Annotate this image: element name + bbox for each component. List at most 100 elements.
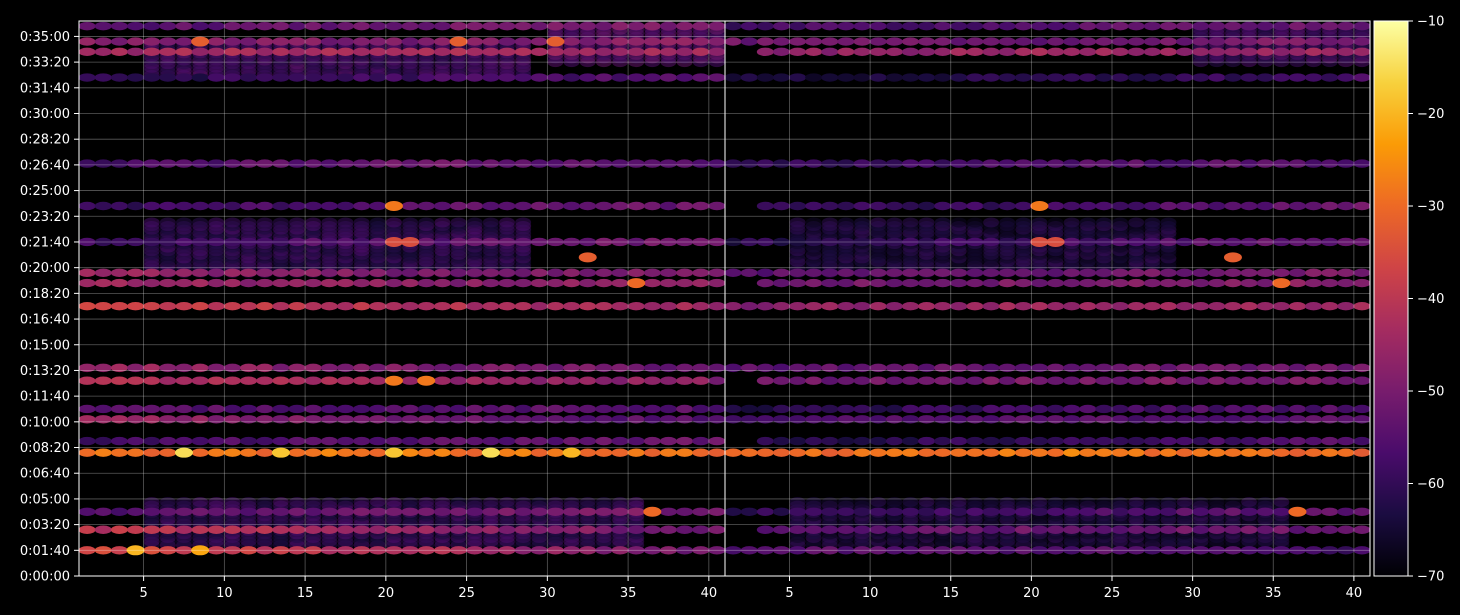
band-cell: [643, 363, 661, 373]
band-cell: [79, 376, 96, 385]
band-cell: [869, 37, 887, 46]
band-cell: [982, 546, 1000, 555]
band-cell: [514, 278, 532, 288]
band-cell: [756, 278, 774, 288]
band-cell: [433, 507, 451, 516]
band-cell: [450, 159, 468, 168]
x-tick-label-right: 20: [1023, 586, 1040, 601]
band-cell: [240, 507, 258, 516]
colorbar-tick-label: −60: [1417, 477, 1444, 492]
band-cell: [659, 159, 677, 168]
band-cell: [901, 37, 919, 46]
band-cell: [1095, 302, 1113, 311]
band-cell: [110, 278, 128, 288]
diffuse-cell: [1192, 497, 1209, 507]
band-cell: [659, 21, 677, 31]
band-cell: [272, 376, 290, 385]
band-cell: [1079, 404, 1097, 414]
band-cell: [1047, 159, 1065, 168]
band-cell: [1288, 201, 1306, 211]
band-cell: [579, 278, 597, 288]
band-cell: [595, 448, 613, 457]
band-cell: [1047, 448, 1065, 457]
band-cell: [772, 21, 790, 31]
band-cell: [1240, 376, 1258, 385]
band-cell: [94, 302, 112, 311]
band-cell: [498, 73, 516, 82]
band-cell: [466, 21, 484, 31]
band-cell: [288, 448, 306, 457]
band-cell: [772, 47, 790, 57]
band-cell: [1127, 237, 1145, 247]
band-cell: [288, 159, 306, 168]
band-cell: [998, 201, 1016, 211]
band-cell: [143, 507, 161, 516]
band-cell: [1047, 415, 1065, 424]
band-cell: [450, 404, 468, 414]
band-cell: [1337, 73, 1355, 82]
band-cell: [450, 363, 468, 373]
band-cell: [756, 436, 774, 446]
band-cell: [1030, 546, 1048, 555]
band-cell: [1063, 448, 1081, 457]
band-cell: [805, 159, 823, 168]
band-cell: [901, 448, 919, 457]
band-cell: [207, 404, 225, 414]
band-cell: [1159, 21, 1177, 31]
band-cell: [611, 546, 629, 555]
band-cell: [110, 268, 128, 278]
diffuse-cell: [369, 497, 386, 507]
band-cell: [1337, 201, 1355, 211]
band-cell: [1272, 159, 1290, 168]
band-cell: [821, 363, 839, 373]
band-cell: [94, 507, 112, 516]
band-cell: [191, 525, 209, 534]
band-cell: [1079, 415, 1097, 424]
band-cell: [143, 404, 161, 414]
band-cell: [94, 436, 112, 446]
band-cell: [725, 507, 742, 516]
band-cell: [1256, 302, 1274, 311]
hotspot-cell: [191, 36, 210, 47]
band-cell: [627, 448, 645, 457]
band-cell: [950, 278, 968, 288]
band-cell: [1159, 278, 1177, 288]
band-cell: [94, 73, 112, 82]
band-cell: [417, 47, 435, 57]
band-cell: [740, 363, 758, 373]
band-cell: [450, 237, 468, 247]
band-cell: [563, 159, 581, 168]
band-cell: [1127, 525, 1145, 534]
band-cell: [611, 436, 629, 446]
band-cell: [1337, 525, 1355, 534]
band-cell: [482, 507, 500, 516]
band-cell: [1337, 436, 1355, 446]
band-cell: [837, 278, 855, 288]
diffuse-cell: [224, 497, 241, 507]
band-cell: [1224, 159, 1242, 168]
band-cell: [385, 47, 403, 57]
band-cell: [385, 507, 403, 516]
band-cell: [223, 525, 241, 534]
band-cell: [885, 415, 903, 424]
band-cell: [240, 302, 258, 311]
band-cell: [579, 73, 597, 82]
band-cell: [417, 546, 435, 555]
band-cell: [1224, 268, 1242, 278]
band-cell: [417, 159, 435, 168]
band-cell: [353, 21, 371, 31]
band-cell: [740, 159, 758, 168]
band-cell: [1288, 21, 1306, 31]
band-cell: [772, 363, 790, 373]
band-cell: [304, 507, 322, 516]
diffuse-cell: [385, 217, 402, 228]
band-cell: [1288, 448, 1306, 457]
diffuse-cell: [369, 217, 386, 228]
band-cell: [885, 448, 903, 457]
band-cell: [336, 278, 354, 288]
band-cell: [821, 237, 839, 247]
band-cell: [1063, 546, 1081, 555]
diffuse-cell: [999, 497, 1016, 507]
band-cell: [1272, 404, 1290, 414]
band-cell: [1095, 404, 1113, 414]
